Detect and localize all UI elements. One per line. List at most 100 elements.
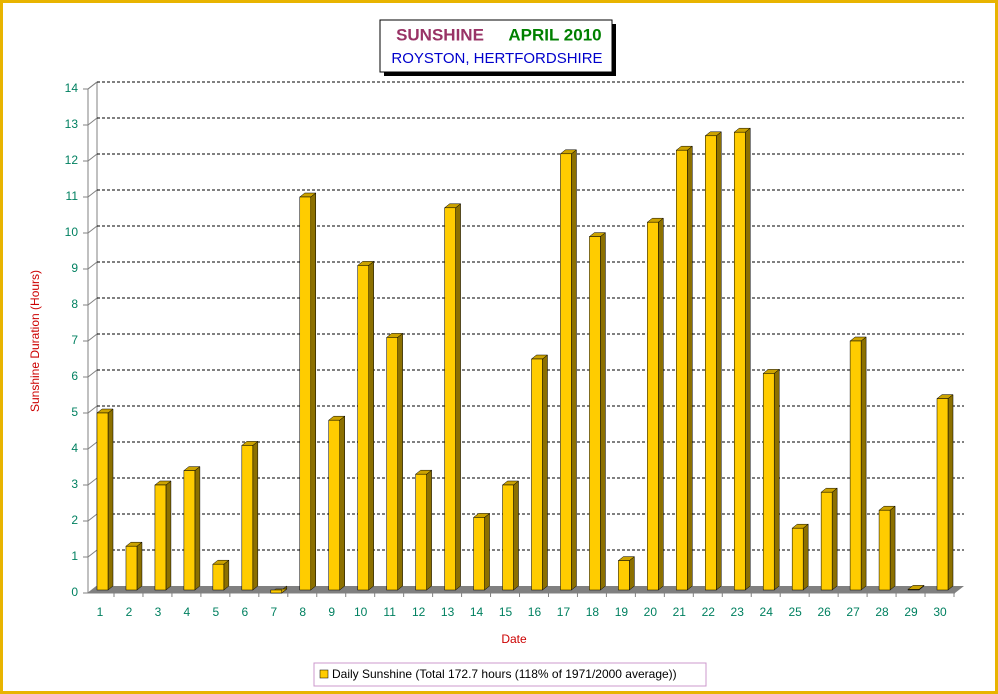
bar-side (889, 505, 896, 591)
x-tick-label: 28 (875, 605, 889, 619)
bar (241, 445, 254, 591)
depth-tick (87, 549, 98, 558)
bar-side (368, 260, 374, 591)
depth-tick (87, 117, 98, 126)
bar-side (744, 127, 751, 591)
x-tick-label: 15 (499, 605, 513, 619)
y-tick-label: 5 (71, 405, 78, 419)
x-tick-label: 19 (615, 605, 629, 619)
y-tick-label: 10 (65, 225, 79, 239)
bar (96, 412, 109, 591)
bar (762, 373, 775, 591)
bar-side (571, 149, 577, 591)
bar (183, 470, 196, 591)
depth-tick (87, 81, 98, 90)
bar-side (165, 480, 172, 591)
legend-swatch (319, 669, 329, 679)
x-tick-label: 18 (586, 605, 600, 619)
bar-side (397, 332, 403, 591)
bar-side (310, 192, 317, 591)
bar (357, 265, 369, 591)
bar (791, 527, 804, 591)
legend-label: Daily Sunshine (Total 172.7 hours (118% … (332, 667, 677, 681)
bar (647, 221, 659, 591)
bar-side (629, 556, 635, 591)
x-tick-label: 8 (299, 605, 306, 619)
bar-side (252, 440, 259, 591)
chart-title-period: APRIL 2010 (508, 25, 601, 44)
bar-side (426, 469, 432, 591)
bar (733, 131, 746, 591)
x-tick-label: 14 (470, 605, 484, 619)
bar-side (802, 523, 809, 591)
bar-side (194, 466, 201, 591)
y-tick-label: 7 (71, 333, 78, 347)
bar (386, 337, 398, 591)
bar (502, 484, 514, 591)
bar (820, 491, 833, 591)
x-tick-label: 12 (412, 605, 426, 619)
bar-side (339, 415, 345, 591)
y-tick-label: 4 (71, 441, 78, 455)
x-tick-label: 6 (241, 605, 248, 619)
x-tick-label: 16 (528, 605, 542, 619)
bar-side (716, 131, 722, 591)
title-box (379, 19, 613, 73)
depth-tick (87, 585, 98, 594)
depth-tick (87, 333, 98, 342)
bar-side (107, 408, 114, 591)
bar-side (658, 217, 664, 591)
x-tick-label: 24 (760, 605, 774, 619)
x-tick-label: 5 (213, 605, 220, 619)
x-tick-label: 13 (441, 605, 455, 619)
bar (849, 340, 862, 591)
chart-subtitle: ROYSTON, HERTFORDSHIRE (391, 50, 602, 67)
depth-tick (87, 405, 98, 414)
y-axis-label: Sunshine Duration (Hours) (28, 270, 42, 412)
x-tick-label: 20 (644, 605, 658, 619)
chart-title: SUNSHINE (396, 25, 484, 44)
x-tick-label: 1 (97, 605, 104, 619)
x-tick-label: 17 (557, 605, 571, 619)
bar (907, 589, 920, 591)
depth-tick (87, 297, 98, 306)
x-tick-label: 29 (904, 605, 918, 619)
bar-side (223, 559, 230, 591)
x-tick-label: 2 (126, 605, 133, 619)
depth-tick (87, 189, 98, 198)
bar (299, 196, 312, 591)
bar-side (600, 232, 606, 591)
x-tick-label: 22 (702, 605, 716, 619)
bar-side (831, 487, 838, 591)
x-tick-label: 10 (354, 605, 368, 619)
bar (328, 419, 340, 591)
depth-tick (87, 369, 98, 378)
bar (589, 236, 601, 591)
depth-tick (87, 153, 98, 162)
x-tick-label: 23 (731, 605, 745, 619)
bar (415, 473, 427, 591)
bar (531, 358, 543, 591)
bar (705, 135, 717, 591)
bar-side (484, 512, 490, 591)
depth-tick (87, 513, 98, 522)
bar (444, 207, 456, 591)
x-tick-label: 7 (270, 605, 277, 619)
x-tick-label: 27 (846, 605, 860, 619)
bar-side (513, 480, 519, 591)
y-tick-label: 3 (71, 477, 78, 491)
x-tick-label: 4 (184, 605, 191, 619)
y-tick-label: 1 (71, 549, 78, 563)
x-tick-label: 9 (328, 605, 335, 619)
bar-side (947, 394, 954, 591)
y-tick-label: 8 (71, 297, 78, 311)
bar-side (455, 203, 461, 591)
y-tick-label: 14 (65, 81, 79, 95)
y-tick-label: 6 (71, 369, 78, 383)
y-tick-label: 12 (65, 153, 79, 167)
bar (270, 589, 283, 594)
bar-side (542, 354, 548, 591)
bar (936, 398, 949, 591)
x-tick-label: 3 (155, 605, 162, 619)
